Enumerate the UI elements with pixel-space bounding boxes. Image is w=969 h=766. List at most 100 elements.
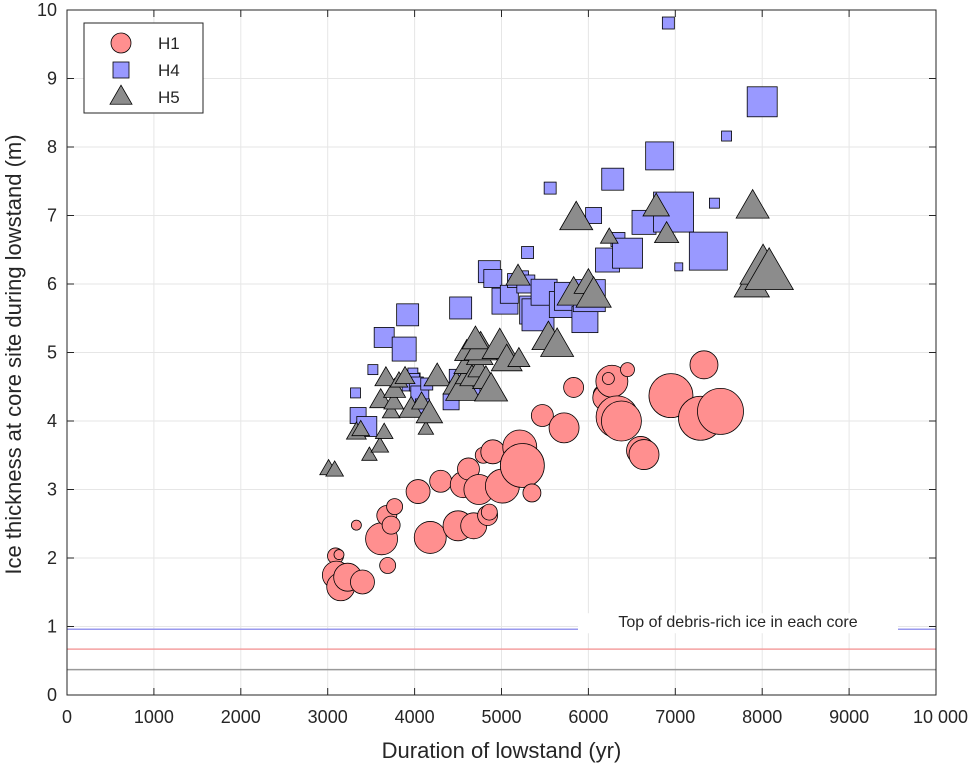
data-point-h4: [674, 262, 684, 272]
data-point-h1: [530, 404, 554, 427]
y-tick-label: 4: [47, 411, 57, 431]
data-point-h5: [370, 436, 390, 453]
data-point-h5: [382, 377, 407, 398]
data-point-h4: [645, 141, 675, 171]
data-point-h1: [689, 350, 719, 380]
data-point-h5: [735, 188, 770, 219]
data-point-h5: [361, 446, 378, 461]
data-point-h1: [697, 388, 744, 435]
data-point-h5: [394, 365, 416, 385]
legend-marker-h4: [112, 61, 130, 79]
data-point-h5: [417, 420, 435, 435]
legend-marker-h1: [110, 32, 132, 54]
y-tick-label: 9: [47, 69, 57, 89]
y-tick-label: 3: [47, 480, 57, 500]
data-point-h5: [539, 327, 575, 357]
data-point-h5: [381, 401, 401, 419]
data-point-h5: [383, 391, 405, 410]
x-tick-label: 6000: [568, 707, 608, 727]
y-tick-label: 10: [37, 0, 57, 20]
annotation-debris-rich-ice: Top of debris-rich ice in each core: [618, 614, 857, 631]
y-tick-label: 8: [47, 137, 57, 157]
data-point-h1: [405, 479, 431, 504]
data-point-h1: [522, 483, 542, 503]
data-point-h1: [563, 377, 585, 398]
legend-label-h1: H1: [158, 34, 180, 53]
data-point-h1: [429, 469, 453, 493]
x-tick-label: 10 000: [913, 707, 968, 727]
data-point-h5: [744, 247, 795, 291]
data-point-h4: [521, 246, 534, 259]
data-point-h5: [559, 200, 594, 231]
data-point-h5: [505, 263, 531, 286]
data-point-h4: [746, 86, 778, 118]
x-tick-label: 4000: [395, 707, 435, 727]
data-point-h4: [543, 181, 557, 195]
data-point-h4: [391, 336, 417, 362]
data-point-h1: [480, 503, 498, 521]
legend-label-h4: H4: [158, 61, 180, 80]
data-point-h1: [620, 362, 635, 378]
y-tick-label: 7: [47, 206, 57, 226]
legend-marker-h5: [109, 84, 133, 105]
legend-box: [83, 22, 204, 114]
data-point-h5: [374, 422, 394, 439]
series-h1: [321, 350, 744, 602]
x-tick-label: 7000: [655, 707, 695, 727]
data-point-h4: [585, 207, 603, 224]
data-point-h5: [423, 362, 452, 387]
data-point-h5: [507, 346, 531, 367]
data-point-h4: [367, 364, 379, 376]
y-tick-label: 5: [47, 343, 57, 363]
x-tick-label: 3000: [308, 707, 348, 727]
data-point-h4: [350, 387, 361, 399]
data-point-h1: [350, 569, 375, 595]
data-point-h1: [628, 439, 660, 470]
data-point-h1: [386, 498, 404, 516]
data-point-h4: [601, 167, 625, 191]
data-point-h5: [325, 460, 345, 477]
y-axis-label: Ice thickness at core site during lowsta…: [1, 134, 26, 574]
y-tick-label: 6: [47, 274, 57, 294]
y-tick-label: 0: [47, 685, 57, 705]
x-tick-label: 5000: [481, 707, 521, 727]
series-h5: [319, 188, 795, 477]
data-point-h4: [661, 16, 675, 30]
x-tick-label: 9000: [829, 707, 869, 727]
data-point-h5: [642, 192, 671, 217]
data-point-h1: [379, 557, 397, 574]
reference-lines: [67, 613, 936, 671]
data-point-h4: [449, 296, 473, 320]
y-tick-label: 1: [47, 617, 57, 637]
data-point-h5: [473, 371, 509, 402]
legend-label-h5: H5: [158, 88, 180, 107]
data-point-h4: [483, 269, 503, 288]
data-point-h1: [381, 515, 401, 535]
data-point-h4: [373, 327, 395, 348]
data-point-h4: [721, 130, 732, 142]
x-tick-label: 2000: [221, 707, 261, 727]
x-axis-label: Duration of lowstand (yr): [382, 738, 622, 763]
axis-ticks: 0 1000 2000 3000 4000 5000 6000 7000 8000 9000 10 …: [37, 0, 968, 727]
data-point-h1: [499, 443, 545, 488]
annotation-background: [578, 613, 898, 634]
data-point-h4: [396, 303, 420, 327]
data-point-h5: [415, 399, 444, 424]
data-point-h1: [548, 412, 580, 444]
y-tick-label: 2: [47, 548, 57, 568]
data-point-h1: [601, 400, 642, 442]
data-point-h1: [350, 519, 362, 531]
data-point-h1: [413, 521, 447, 554]
data-point-h5: [369, 387, 393, 409]
data-point-h5: [599, 227, 619, 244]
data-point-h5: [351, 419, 371, 437]
data-point-h5: [653, 220, 680, 244]
data-point-h1: [333, 549, 345, 560]
data-point-h5: [374, 365, 398, 387]
data-point-h4: [709, 197, 720, 209]
data-point-h4: [688, 231, 728, 271]
x-tick-label: 0: [62, 707, 72, 727]
x-tick-label: 1000: [134, 707, 174, 727]
x-tick-label: 8000: [742, 707, 782, 727]
